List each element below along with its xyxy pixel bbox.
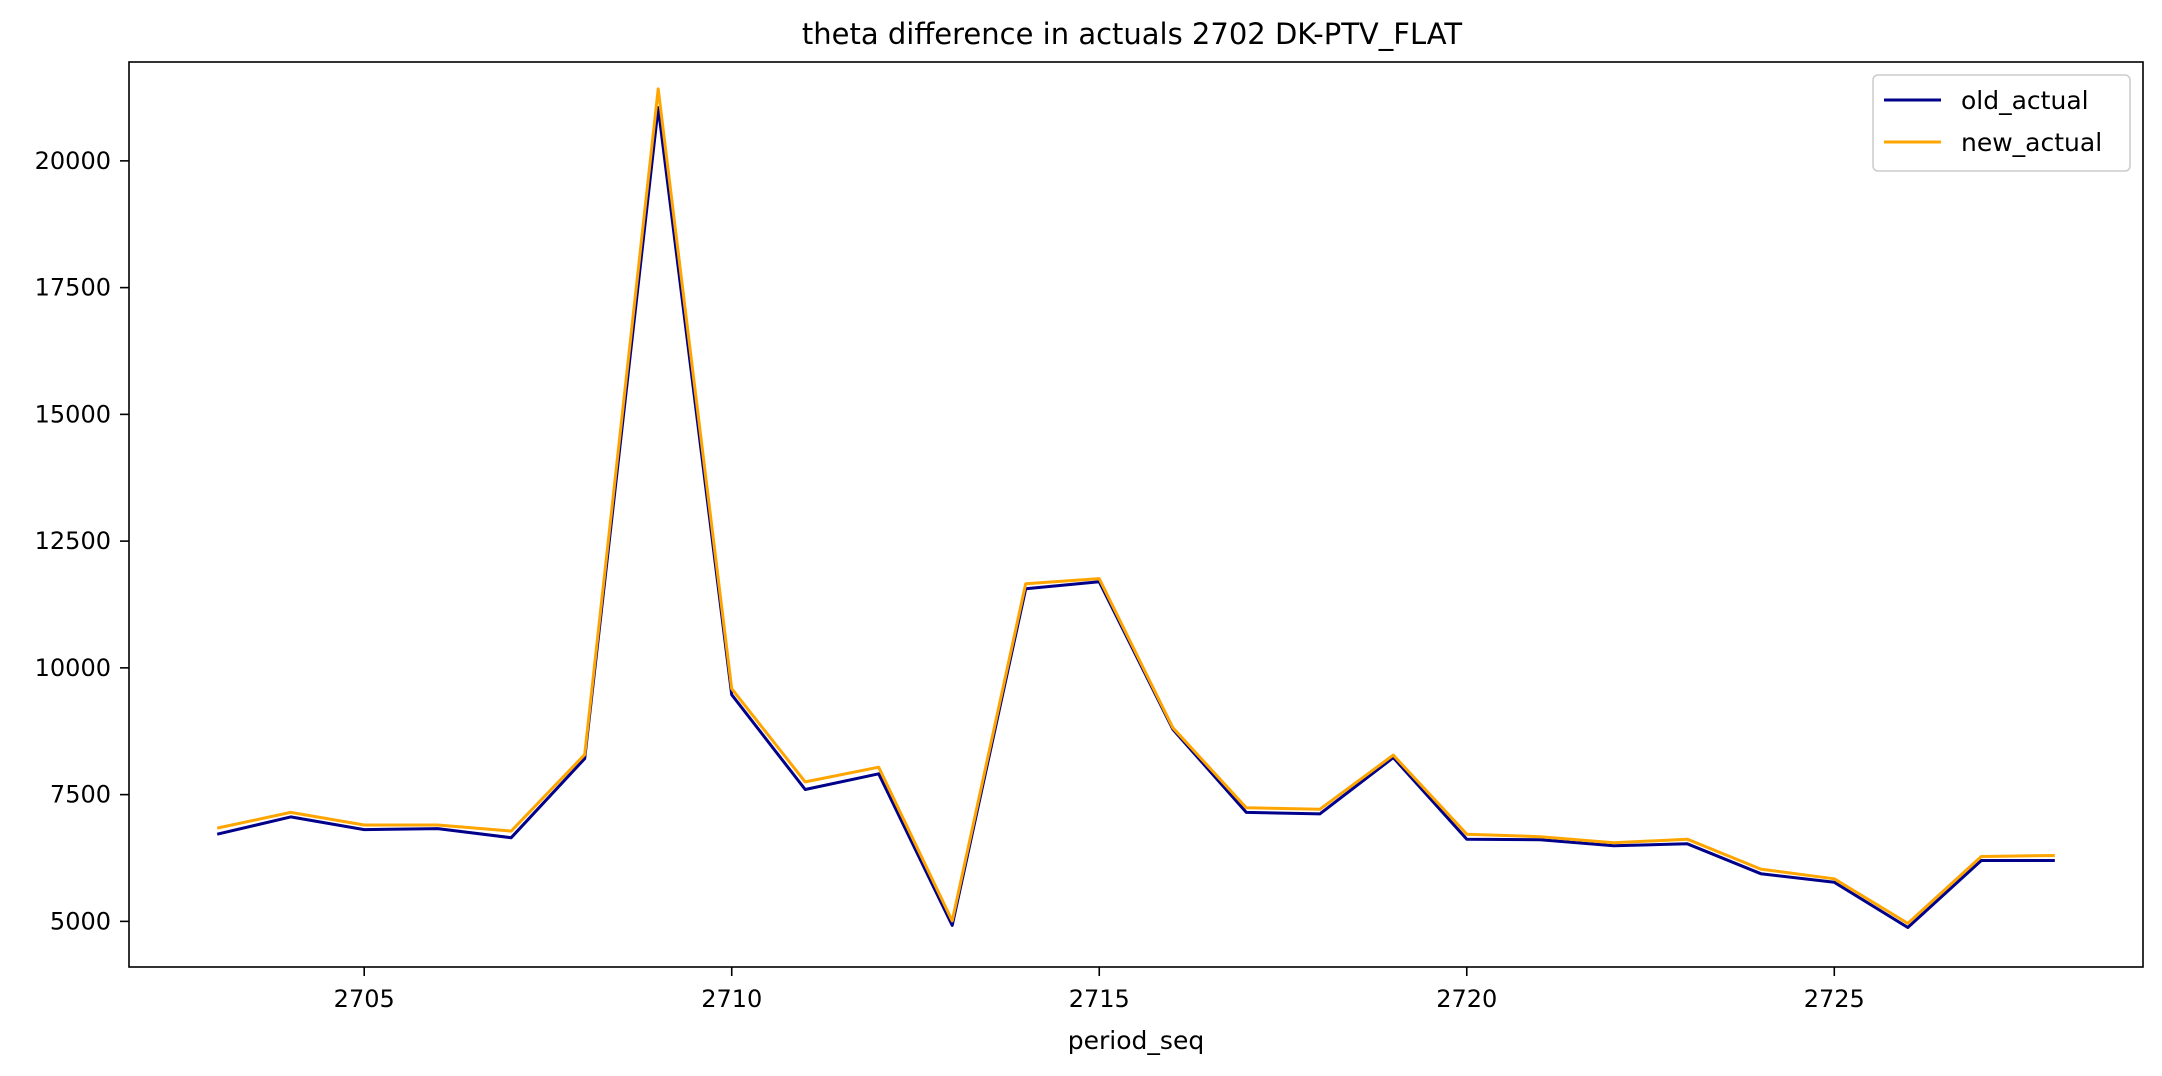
x-tick-label: 2725 xyxy=(1804,985,1865,1013)
series-line-new-actual xyxy=(216,87,2055,925)
plot-frame xyxy=(128,61,2144,968)
x-tick-label: 2705 xyxy=(334,985,395,1013)
x-tick-label: 2710 xyxy=(701,985,762,1013)
legend-label-old-actual: old_actual xyxy=(1961,86,2089,115)
y-tick-label: 10000 xyxy=(35,654,111,682)
y-axis: 5000 7500 10000 12500 15000 17500 20000 xyxy=(35,147,129,935)
series-layer xyxy=(216,87,2055,929)
chart-title: theta difference in actuals 2702 DK-PTV_… xyxy=(802,17,1462,51)
y-tick-label: 17500 xyxy=(35,274,111,302)
x-tick-label: 2715 xyxy=(1069,985,1130,1013)
y-tick-label: 20000 xyxy=(35,147,111,175)
x-tick-label: 2720 xyxy=(1436,985,1497,1013)
legend-label-new-actual: new_actual xyxy=(1961,128,2102,157)
x-axis: 2705 2710 2715 2720 2725 xyxy=(334,967,1865,1013)
y-tick-label: 5000 xyxy=(50,907,111,935)
y-tick-label: 15000 xyxy=(35,400,111,428)
legend: old_actual new_actual xyxy=(1872,74,2131,172)
x-axis-label: period_seq xyxy=(1068,1026,1204,1055)
series-line-old-actual xyxy=(216,106,2055,929)
y-tick-label: 7500 xyxy=(50,781,111,809)
y-tick-label: 12500 xyxy=(35,527,111,555)
